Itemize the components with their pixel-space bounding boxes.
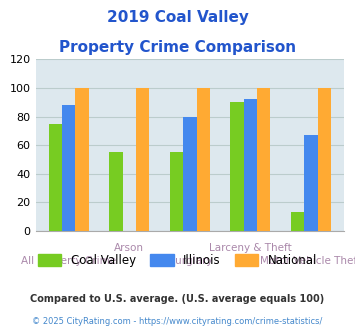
Text: 2019 Coal Valley: 2019 Coal Valley bbox=[106, 10, 248, 25]
Bar bbox=[230, 102, 244, 231]
Bar bbox=[62, 105, 76, 231]
Text: Property Crime Comparison: Property Crime Comparison bbox=[59, 40, 296, 54]
Bar bbox=[304, 135, 318, 231]
Bar bbox=[257, 88, 271, 231]
Bar bbox=[244, 99, 257, 231]
Text: © 2025 CityRating.com - https://www.cityrating.com/crime-statistics/: © 2025 CityRating.com - https://www.city… bbox=[32, 317, 323, 326]
Bar bbox=[291, 213, 304, 231]
Legend: Coal Valley, Illinois, National: Coal Valley, Illinois, National bbox=[33, 249, 322, 271]
Bar bbox=[183, 116, 197, 231]
Bar bbox=[170, 152, 183, 231]
Text: All Property Crime: All Property Crime bbox=[21, 256, 116, 266]
Text: Larceny & Theft: Larceny & Theft bbox=[209, 243, 292, 252]
Text: Burglary: Burglary bbox=[168, 256, 212, 266]
Bar bbox=[197, 88, 210, 231]
Bar bbox=[318, 88, 331, 231]
Bar bbox=[76, 88, 89, 231]
Text: Arson: Arson bbox=[114, 243, 144, 252]
Text: Compared to U.S. average. (U.S. average equals 100): Compared to U.S. average. (U.S. average … bbox=[31, 294, 324, 304]
Bar bbox=[109, 152, 123, 231]
Bar bbox=[49, 124, 62, 231]
Text: Motor Vehicle Theft: Motor Vehicle Theft bbox=[261, 256, 355, 266]
Bar bbox=[136, 88, 149, 231]
